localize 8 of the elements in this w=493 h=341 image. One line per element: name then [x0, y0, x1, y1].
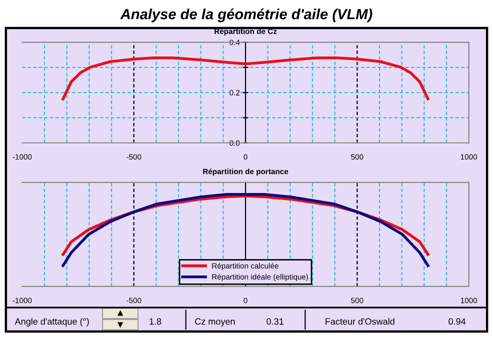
- text: 0.31: [266, 318, 284, 325]
- text: Angle d'attaque (°): [14, 318, 89, 326]
- text: Facteur d'Oswald: [326, 318, 394, 325]
- text: 1.8: [150, 318, 162, 325]
- text: Cz moyen: [195, 318, 235, 326]
- line-series: [62, 56, 430, 100]
- text: Analyse de la géométrie d'aile (VLM): [120, 8, 372, 22]
- text: 0.94: [448, 318, 466, 325]
